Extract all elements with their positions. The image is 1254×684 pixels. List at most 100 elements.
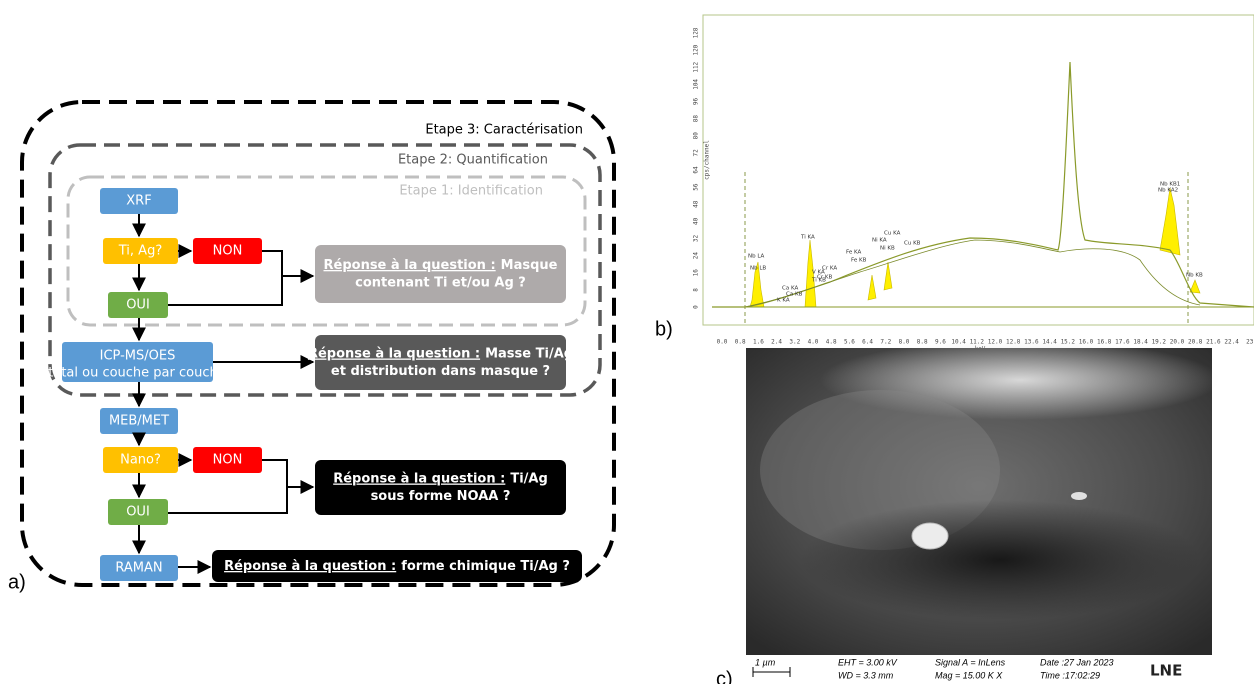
spectrum-frame bbox=[703, 15, 1254, 325]
x-tick-label: 8.0 bbox=[899, 339, 910, 346]
panel-label: a) bbox=[8, 571, 26, 593]
y-tick-label: 8 bbox=[693, 288, 700, 292]
node-label: ICP-MS/OES bbox=[100, 349, 176, 364]
y-tick-label: 72 bbox=[693, 149, 700, 157]
peak-label: Nb LB bbox=[750, 266, 766, 272]
peak-label: K KA bbox=[777, 298, 790, 304]
y-tick-label: 32 bbox=[693, 235, 700, 243]
answer-text: Réponse à la question : Masque bbox=[324, 258, 558, 273]
answer-line: et distribution dans masque ? bbox=[331, 364, 550, 379]
answer-label: Réponse à la question : bbox=[308, 346, 480, 361]
y-tick-label: 88 bbox=[693, 115, 700, 123]
spectrum: 0 8 16 24 32 40 48 56 64 72 80 88 96 104 112 120 128 cps/… bbox=[693, 15, 1254, 353]
node-label: Nano? bbox=[120, 453, 161, 468]
sem-info: Time :17:02:29 bbox=[1040, 670, 1100, 680]
y-tick-label: 64 bbox=[693, 166, 700, 174]
sem-info: 1 µm bbox=[755, 657, 776, 667]
node-label: OUI bbox=[126, 298, 150, 313]
x-tick-label: 20.8 bbox=[1188, 339, 1203, 346]
answer-line: forme chimique Ti/Ag ? bbox=[401, 559, 570, 574]
node-label: NON bbox=[213, 453, 243, 468]
x-tick-label: 0.8 bbox=[735, 339, 746, 346]
y-tick-label: 80 bbox=[693, 132, 700, 140]
y-tick-label: 16 bbox=[693, 269, 700, 277]
panel-label: b) bbox=[655, 318, 673, 340]
answer-label: Réponse à la question : bbox=[333, 471, 505, 486]
node-label: OUI bbox=[126, 505, 150, 520]
x-tick-label: 1.6 bbox=[753, 339, 764, 346]
x-tick-label: 7.2 bbox=[880, 339, 891, 346]
sem-image: 1 µm EHT = 3.00 kV WD = 3.3 mm Signal A = I… bbox=[746, 340, 1220, 684]
x-tick-label: 4.0 bbox=[808, 339, 819, 346]
panel-label: c) bbox=[716, 668, 733, 684]
stage-label: Etape 2: Quantification bbox=[398, 153, 548, 168]
answer-label: Réponse à la question : bbox=[324, 258, 496, 273]
dark-region bbox=[800, 500, 1200, 620]
x-tick-label: 6.4 bbox=[862, 339, 873, 346]
peak-label: Ni KB bbox=[880, 246, 895, 252]
peak-label: Cu KB bbox=[904, 241, 921, 247]
sem-info: Date :27 Jan 2023 bbox=[1040, 657, 1114, 667]
peak-label: Cr KB bbox=[817, 275, 832, 281]
answer-line: Ti/Ag bbox=[510, 471, 547, 486]
x-tick-label: 18.4 bbox=[1133, 339, 1148, 346]
peak-label: Fe KA bbox=[846, 250, 862, 256]
answer-box bbox=[315, 460, 566, 515]
sem-info: Mag = 15.00 K X bbox=[935, 670, 1003, 680]
node-label: RAMAN bbox=[115, 561, 162, 576]
y-tick-label: 48 bbox=[693, 200, 700, 208]
answer-text: Réponse à la question : Ti/Ag bbox=[333, 471, 548, 486]
y-tick-label: 96 bbox=[693, 98, 700, 106]
particle bbox=[1071, 492, 1087, 500]
y-tick-label: 40 bbox=[693, 217, 700, 225]
answer-line: contenant Ti et/ou Ag ? bbox=[355, 276, 526, 291]
y-tick-label: 120 bbox=[693, 44, 700, 55]
answer-box bbox=[315, 245, 566, 303]
sem-info: WD = 3.3 mm bbox=[838, 670, 894, 680]
sem-info: EHT = 3.00 kV bbox=[838, 657, 898, 667]
y-tick-label: 128 bbox=[693, 27, 700, 38]
x-tick-label: 17.6 bbox=[1115, 339, 1130, 346]
stage-label: Etape 3: Caractérisation bbox=[425, 123, 583, 138]
answer-line: Masque bbox=[501, 258, 558, 273]
x-tick-label: 4.8 bbox=[826, 339, 837, 346]
answer-line: sous forme NOAA ? bbox=[371, 489, 511, 504]
x-tick-label: 22.4 bbox=[1224, 339, 1239, 346]
node-label: MEB/MET bbox=[109, 414, 169, 429]
x-tick-label: 5.6 bbox=[844, 339, 855, 346]
answer-text: Réponse à la question : Masse Ti/Ag bbox=[308, 346, 573, 361]
x-tick-label: 23 bbox=[1246, 339, 1254, 346]
sem-info: Signal A = InLens bbox=[935, 657, 1006, 667]
y-tick-label: 104 bbox=[693, 79, 700, 90]
x-tick-label: 3.2 bbox=[789, 339, 800, 346]
stage-label: Etape 1: Identification bbox=[399, 184, 543, 199]
y-tick-label: 0 bbox=[693, 305, 700, 309]
y-tick-label: 56 bbox=[693, 183, 700, 191]
y-tick-label: 24 bbox=[693, 252, 700, 260]
x-tick-label: 2.4 bbox=[771, 339, 782, 346]
flow-diagram: Etape 3: Caractérisation Etape 2: Quantif… bbox=[22, 102, 614, 585]
x-tick-label: 0.0 bbox=[717, 339, 728, 346]
peak-label: Nb LA bbox=[748, 254, 765, 260]
node-sublabel: total ou couche par couche bbox=[48, 366, 225, 381]
particle bbox=[912, 523, 948, 549]
peak-label: Nb KA2 bbox=[1158, 188, 1178, 194]
sem-logo: LNE bbox=[1150, 662, 1182, 680]
node-label: Ti, Ag? bbox=[118, 244, 162, 259]
node-label: NON bbox=[213, 244, 243, 259]
node-label: XRF bbox=[126, 194, 151, 209]
x-tick-label: 20.0 bbox=[1170, 339, 1185, 346]
peak-label: Cr KA bbox=[822, 266, 837, 272]
peak-label: Nb KB bbox=[1186, 273, 1203, 279]
answer-box bbox=[315, 335, 566, 390]
x-tick-label: 21.6 bbox=[1206, 339, 1221, 346]
answer-line: Masse Ti/Ag bbox=[485, 346, 573, 361]
y-axis-label: cps/channel bbox=[704, 140, 711, 180]
figure: Etape 3: Caractérisation Etape 2: Quantif… bbox=[0, 0, 1254, 684]
peak-label: Ni KA bbox=[872, 238, 887, 244]
y-tick-label: 112 bbox=[693, 61, 700, 72]
peak-label: Cu KA bbox=[884, 231, 901, 237]
x-tick-label: 8.8 bbox=[917, 339, 928, 346]
peak-label: Fe KB bbox=[851, 258, 867, 264]
x-tick-label: 19.2 bbox=[1152, 339, 1167, 346]
